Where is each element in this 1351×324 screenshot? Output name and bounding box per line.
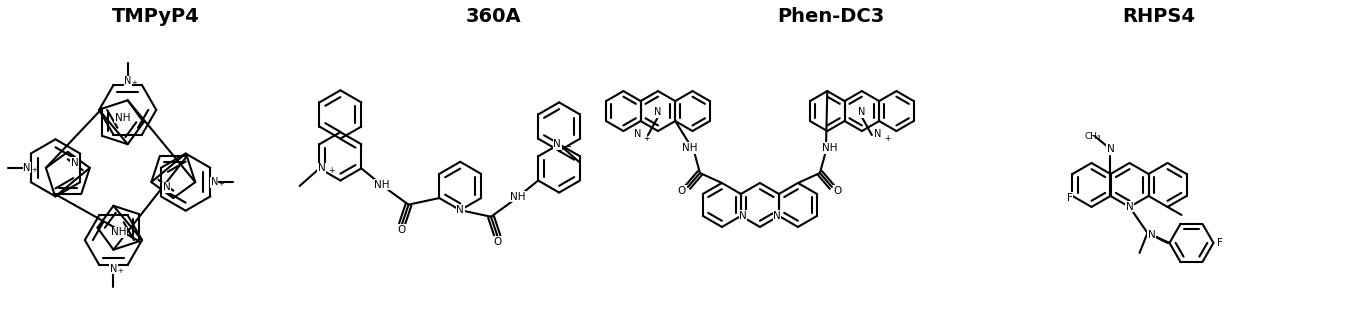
Text: N: N [23, 163, 31, 173]
Text: 360A: 360A [466, 7, 521, 26]
Text: O: O [834, 186, 842, 196]
Text: N: N [124, 76, 131, 86]
Text: +: + [118, 268, 123, 274]
Text: N: N [739, 211, 747, 221]
Text: +: + [643, 134, 650, 143]
Text: NH: NH [823, 143, 838, 153]
Text: N: N [163, 182, 170, 192]
Text: N: N [634, 129, 642, 139]
Text: N: N [773, 211, 781, 221]
Text: RHPS4: RHPS4 [1123, 7, 1196, 26]
Text: F: F [1216, 238, 1223, 248]
Text: NH: NH [115, 113, 131, 123]
Text: N: N [211, 177, 218, 187]
Text: N: N [70, 158, 78, 168]
Text: N: N [874, 129, 881, 139]
Text: N: N [1106, 144, 1115, 154]
Text: +: + [31, 167, 36, 173]
Text: N: N [1147, 230, 1155, 240]
Text: +: + [328, 167, 335, 175]
Text: N: N [109, 264, 118, 274]
Text: O: O [678, 186, 686, 196]
Text: N: N [554, 139, 561, 149]
Text: NH: NH [111, 227, 126, 237]
Text: N: N [317, 163, 326, 173]
Text: +: + [131, 80, 138, 86]
Text: N: N [654, 107, 662, 117]
Text: NH: NH [509, 192, 526, 202]
Text: +: + [884, 134, 890, 143]
Text: O: O [397, 225, 407, 235]
Text: TMPyP4: TMPyP4 [112, 7, 200, 26]
Text: NH: NH [374, 180, 390, 190]
Text: Phen-DC3: Phen-DC3 [777, 7, 885, 26]
Text: +: + [219, 181, 224, 187]
Text: −: − [565, 142, 571, 151]
Text: F: F [1066, 193, 1073, 203]
Text: N: N [457, 205, 465, 215]
Text: O: O [493, 237, 501, 247]
Text: NH: NH [682, 143, 697, 153]
Text: CH₃: CH₃ [1085, 132, 1101, 141]
Text: N: N [1125, 202, 1133, 212]
Text: N: N [858, 107, 866, 117]
